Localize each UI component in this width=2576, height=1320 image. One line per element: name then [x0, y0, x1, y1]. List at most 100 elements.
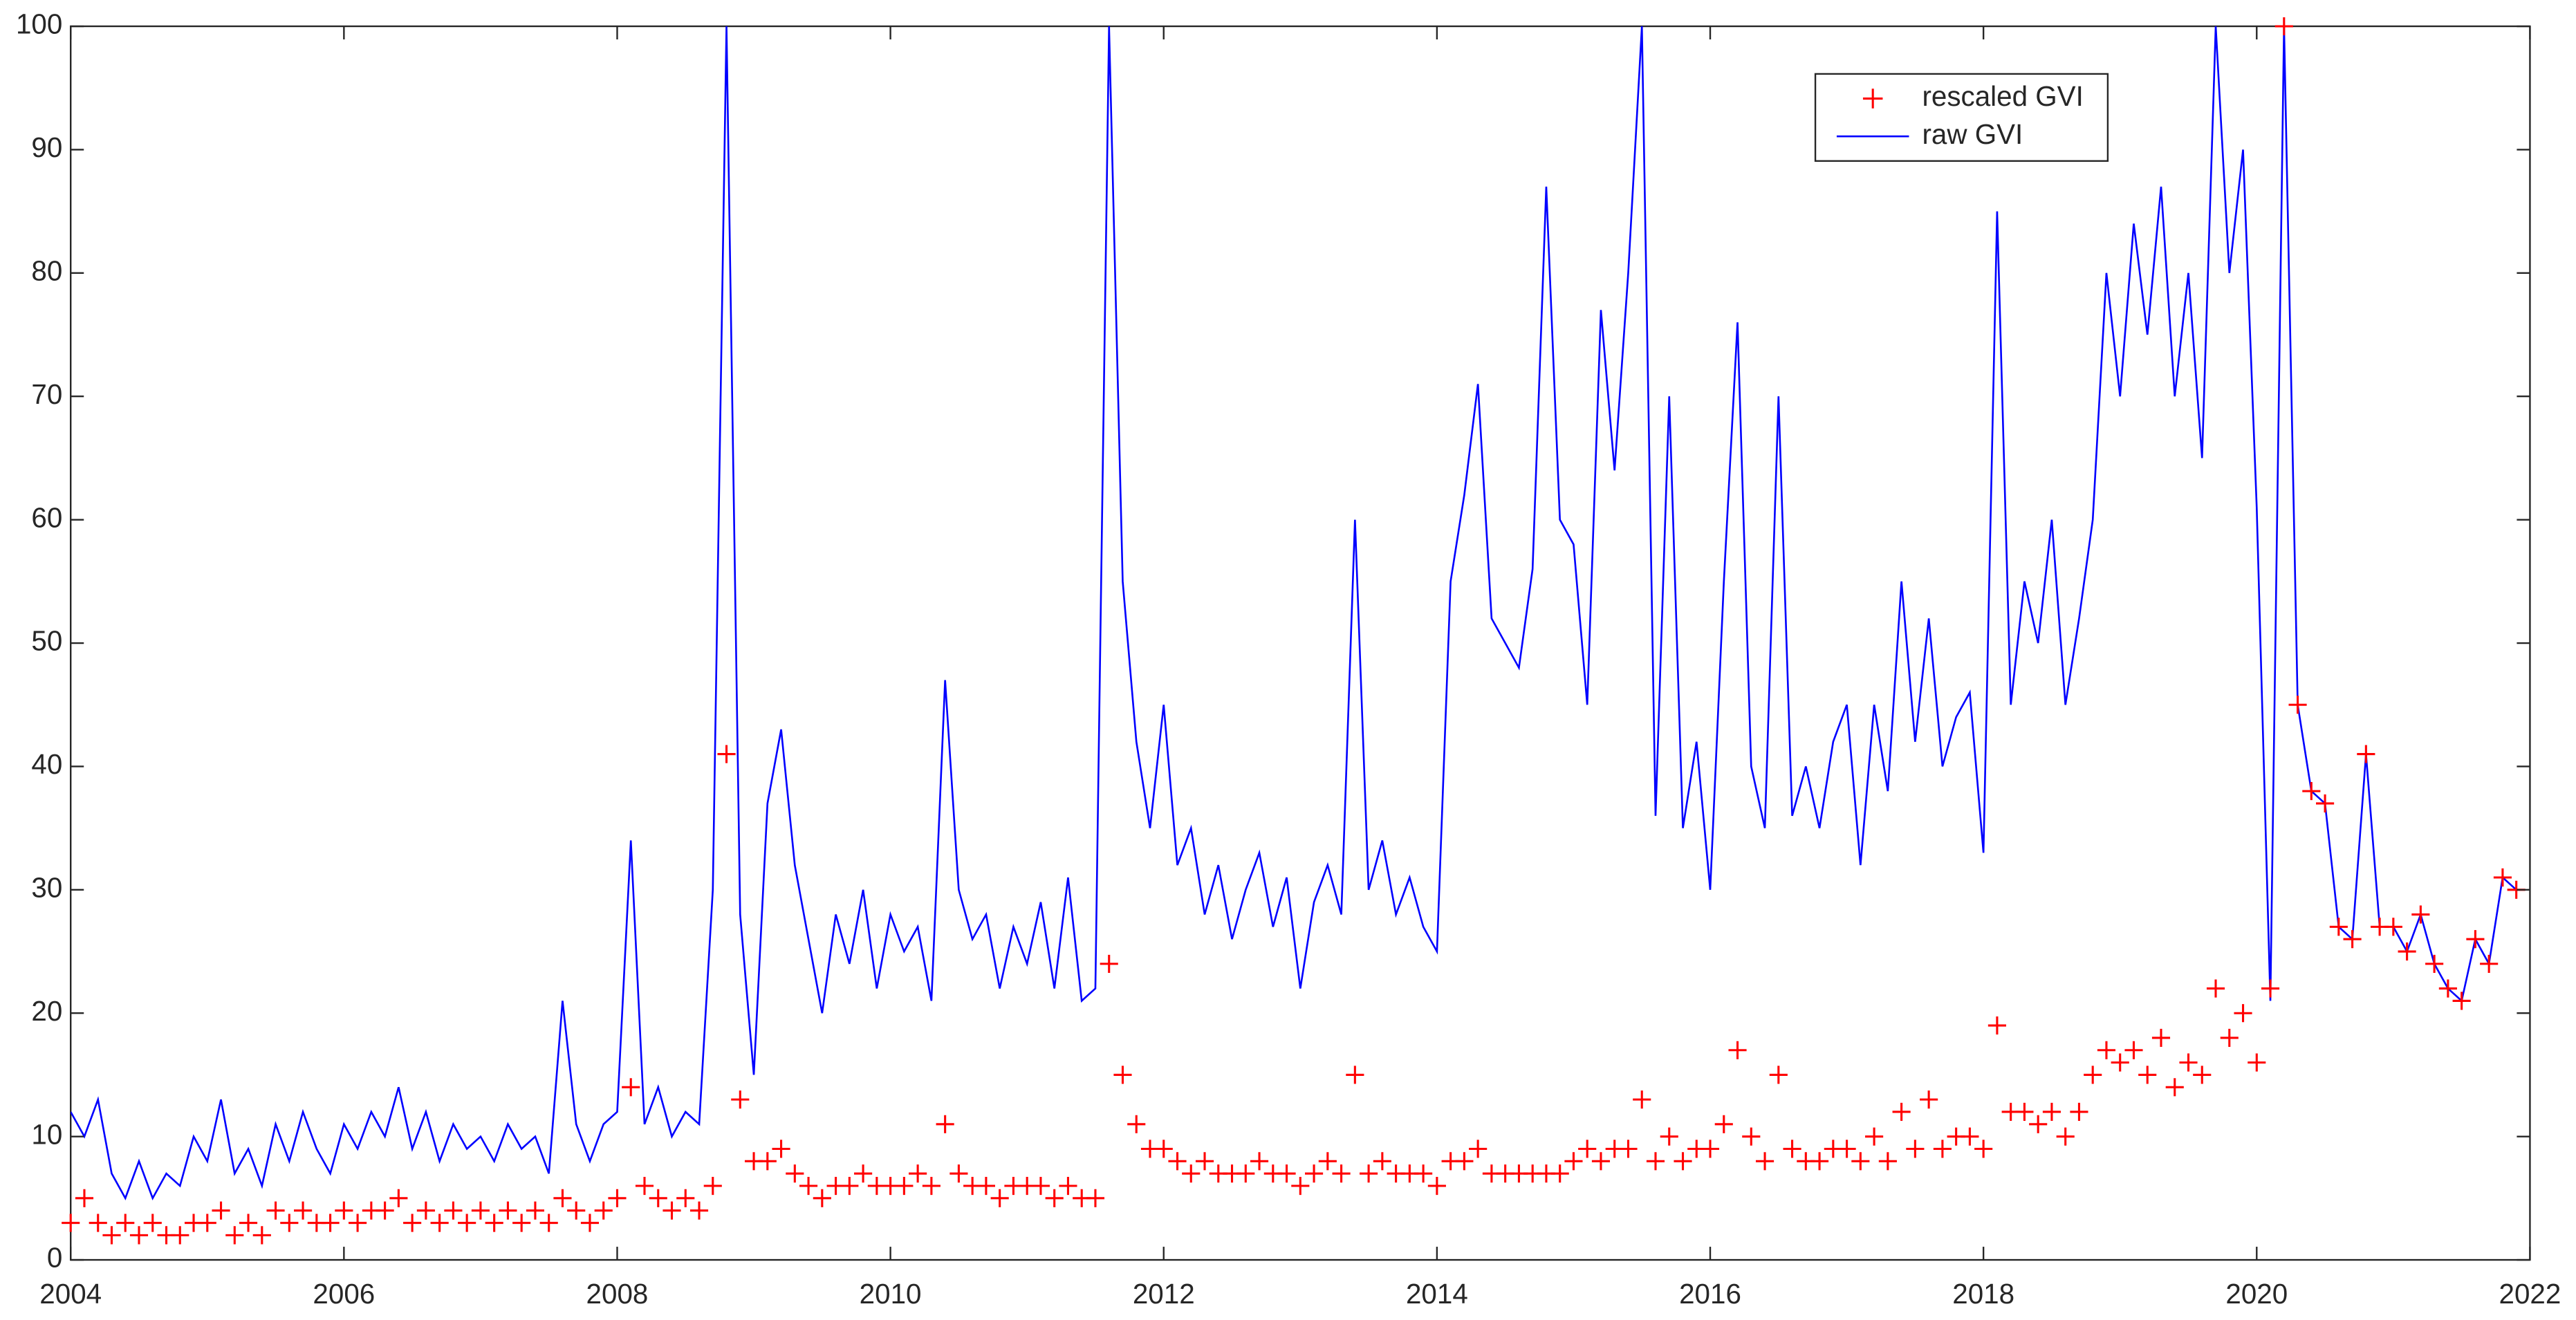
plus-marker [1810, 1152, 1829, 1171]
plus-marker [1168, 1152, 1187, 1171]
plot-frame [70, 25, 2531, 1261]
x-tick-label: 2022 [2499, 1278, 2561, 1310]
line-series [71, 26, 2517, 1200]
plot-area [62, 17, 2526, 1245]
plus-marker [2398, 942, 2416, 961]
plus-marker [2452, 992, 2471, 1010]
x-tick-label: 2004 [39, 1278, 102, 1310]
plus-marker [2015, 1102, 2034, 1122]
plus-marker [1414, 1164, 1433, 1183]
plus-marker [936, 1115, 954, 1133]
plus-marker [1250, 1152, 1269, 1171]
plus-marker [171, 1226, 189, 1245]
plus-marker [2084, 1066, 2102, 1084]
legend-label: raw GVI [1922, 118, 2023, 150]
plus-marker [2316, 794, 2335, 813]
plus-marker [922, 1176, 940, 1196]
plus-marker [526, 1201, 545, 1220]
plus-marker [280, 1214, 299, 1232]
plus-marker [1769, 1066, 1788, 1084]
plus-marker [2411, 905, 2430, 924]
plus-marker [376, 1201, 394, 1220]
plus-marker [349, 1214, 367, 1232]
plus-marker [1469, 1140, 1488, 1158]
y-tick-label: 40 [31, 748, 62, 780]
plus-marker [2220, 1028, 2239, 1047]
plus-marker [1031, 1176, 1050, 1196]
plus-marker [2248, 1053, 2266, 1072]
plus-marker [2261, 979, 2280, 998]
legend-marker [1862, 89, 1883, 109]
plus-marker [2357, 745, 2375, 763]
plus-marker [2480, 954, 2499, 973]
plus-marker [909, 1164, 927, 1183]
plus-marker [102, 1226, 121, 1245]
plus-marker [976, 1176, 995, 1196]
plus-marker [622, 1078, 640, 1097]
plus-marker [1701, 1140, 1720, 1158]
plus-marker [580, 1214, 600, 1232]
x-tick-label: 2008 [586, 1278, 649, 1310]
plus-marker [1236, 1164, 1255, 1183]
plus-marker [1714, 1115, 1733, 1133]
plus-marker [594, 1201, 613, 1220]
plus-marker [758, 1152, 777, 1171]
plus-marker [949, 1164, 968, 1183]
plus-marker [2302, 782, 2321, 801]
x-tick-label: 2012 [1133, 1278, 1195, 1310]
plus-marker [89, 1214, 107, 1232]
y-tick-label: 100 [16, 8, 62, 40]
plus-marker [1783, 1140, 1801, 1158]
plus-marker [2029, 1115, 2048, 1133]
plus-marker [75, 1189, 94, 1207]
plus-marker [1865, 1127, 1884, 1146]
plus-marker [1660, 1127, 1678, 1146]
plus-marker [676, 1189, 695, 1207]
plus-marker [1755, 1152, 1775, 1171]
plus-marker [2466, 930, 2485, 949]
x-tick-label: 2006 [313, 1278, 375, 1310]
plus-marker [1878, 1152, 1897, 1171]
plus-marker [1674, 1152, 1692, 1171]
plus-marker [1455, 1152, 1474, 1171]
legend: rescaled GVI raw GVI [1814, 73, 2109, 162]
plus-marker [2165, 1078, 2184, 1097]
plus-marker [1851, 1152, 1870, 1171]
y-tick-label: 70 [31, 378, 62, 410]
plus-marker [1646, 1152, 1665, 1171]
plus-marker [444, 1201, 463, 1220]
plus-marker [1182, 1164, 1201, 1183]
plus-marker [689, 1201, 709, 1220]
x-tick-label: 2018 [1952, 1278, 2014, 1310]
plus-marker [1305, 1164, 1324, 1183]
plus-marker [321, 1214, 340, 1232]
plus-marker [335, 1201, 353, 1220]
plus-marker [1059, 1176, 1077, 1196]
plus-marker [2138, 1066, 2157, 1084]
plus-marker [1920, 1090, 1938, 1109]
plus-marker [1346, 1066, 1364, 1084]
plus-marker [2124, 1041, 2143, 1059]
plus-marker [1961, 1127, 1979, 1146]
plus-marker [266, 1201, 285, 1220]
plus-marker [813, 1189, 831, 1207]
x-tick-label: 2020 [2225, 1278, 2288, 1310]
plus-marker [1332, 1164, 1351, 1183]
plus-marker [1360, 1164, 1378, 1183]
x-tick-label: 2010 [860, 1278, 922, 1310]
plus-marker [635, 1176, 654, 1196]
y-tick-label: 10 [31, 1118, 62, 1150]
plus-marker [2384, 918, 2402, 936]
plus-marker [2042, 1102, 2061, 1122]
plus-marker [1291, 1176, 1310, 1196]
plus-marker [553, 1189, 572, 1207]
plus-marker [1564, 1152, 1583, 1171]
plus-marker [252, 1226, 271, 1245]
plus-marker [198, 1214, 216, 1232]
plus-marker [471, 1201, 490, 1220]
plus-marker [1427, 1176, 1446, 1196]
plus-marker [1633, 1090, 1651, 1109]
plus-marker [539, 1214, 558, 1232]
plus-marker [772, 1140, 790, 1158]
